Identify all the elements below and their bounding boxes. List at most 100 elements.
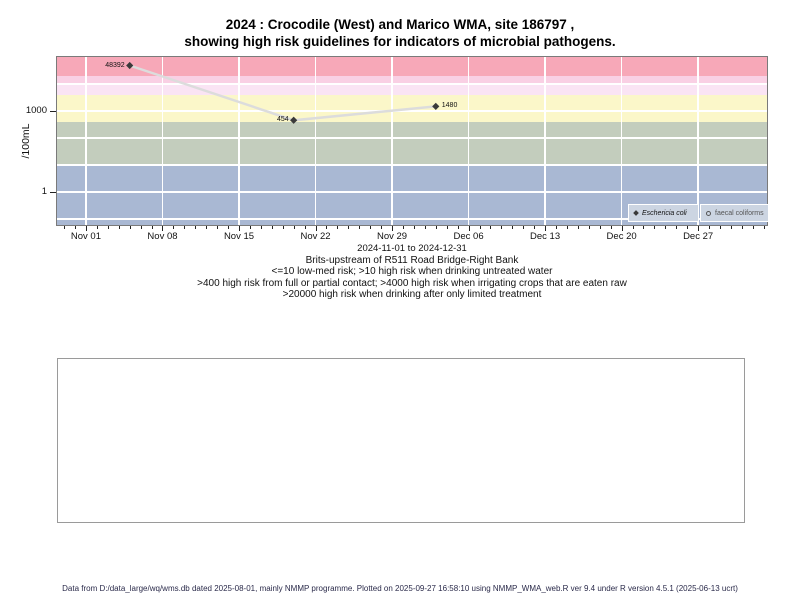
x-axis-minor-tick xyxy=(107,226,109,229)
horizontal-gridline xyxy=(57,191,767,193)
horizontal-gridline xyxy=(57,164,767,166)
x-axis-minor-tick xyxy=(665,226,667,229)
x-axis-minor-tick xyxy=(599,226,601,229)
x-axis-major-tick xyxy=(392,226,394,231)
x-axis-minor-tick xyxy=(643,226,645,229)
x-axis-minor-tick xyxy=(413,226,415,229)
x-axis-minor-tick xyxy=(501,226,503,229)
data-point-label: 48392 xyxy=(105,61,125,69)
x-axis-minor-tick xyxy=(118,226,120,229)
x-axis-major-tick xyxy=(545,226,547,231)
x-axis-minor-tick xyxy=(282,226,284,229)
x-axis-minor-tick xyxy=(249,226,251,229)
series-line xyxy=(129,64,436,122)
x-axis-minor-tick xyxy=(763,226,765,229)
horizontal-gridline xyxy=(57,218,767,220)
risk-band-4000-10000 xyxy=(57,84,767,95)
vertical-gridline xyxy=(620,57,623,225)
x-axis-minor-tick xyxy=(326,226,328,229)
ecoli-series xyxy=(126,61,440,124)
vertical-gridline xyxy=(391,57,393,225)
x-axis-minor-tick xyxy=(424,226,426,229)
chart-title: 2024 : Crocodile (West) and Marico WMA, … xyxy=(0,17,800,50)
x-axis-minor-tick xyxy=(64,226,66,229)
y-axis-tick-label: 1000 xyxy=(25,105,47,116)
x-axis-minor-tick xyxy=(676,226,678,229)
x-axis-minor-tick xyxy=(184,226,186,229)
risk-band-10-400 xyxy=(57,121,767,165)
x-axis-major-tick xyxy=(468,226,470,231)
y-axis-label: /100mL xyxy=(20,123,32,159)
risk-band-10000-20000 xyxy=(57,75,767,84)
x-axis-minor-tick xyxy=(752,226,754,229)
x-axis-minor-tick xyxy=(490,226,492,229)
x-axis-minor-tick xyxy=(228,226,230,229)
x-axis-minor-tick xyxy=(654,226,656,229)
x-axis-minor-tick xyxy=(140,226,142,229)
x-axis-label: 2024-11-01 to 2024-12-31 xyxy=(357,243,467,254)
x-axis-major-tick xyxy=(698,226,700,231)
x-axis-tick-label: Dec 20 xyxy=(606,231,637,242)
x-axis-minor-tick xyxy=(304,226,306,229)
horizontal-gridline xyxy=(57,83,767,85)
vertical-gridline xyxy=(161,57,164,225)
chart-captions: Brits-upstream of R511 Road Bridge-Right… xyxy=(57,255,767,300)
vertical-gridline xyxy=(544,57,546,225)
x-axis-minor-tick xyxy=(512,226,514,229)
x-axis-minor-tick xyxy=(446,226,448,229)
filled-diamond-icon xyxy=(633,210,639,216)
x-axis-minor-tick xyxy=(457,226,459,229)
y-axis-tick xyxy=(50,110,56,112)
x-axis-minor-tick xyxy=(741,226,743,229)
x-axis-tick-label: Dec 06 xyxy=(453,231,484,242)
legend-label-ecoli: Eschericia coli xyxy=(642,209,687,217)
data-point-label: 1480 xyxy=(441,102,458,110)
x-axis-major-tick xyxy=(162,226,164,231)
x-axis-minor-tick xyxy=(632,226,634,229)
x-axis-minor-tick xyxy=(195,226,197,229)
vertical-gridline xyxy=(314,57,317,225)
x-axis-minor-tick xyxy=(370,226,372,229)
legend-item-faecal-coliforms: faecal coliforms xyxy=(700,204,769,222)
x-axis-minor-tick xyxy=(730,226,732,229)
plot-area: 48392 454 1480 xyxy=(57,57,767,225)
x-axis-minor-tick xyxy=(479,226,481,229)
x-axis-minor-tick xyxy=(534,226,536,229)
chart-title-line-1: 2024 : Crocodile (West) and Marico WMA, … xyxy=(225,17,575,32)
chart-title-line-2: showing high risk guidelines for indicat… xyxy=(184,33,616,49)
x-axis-minor-tick xyxy=(577,226,579,229)
x-axis-major-tick xyxy=(621,226,623,231)
x-axis-tick-label: Nov 15 xyxy=(223,231,255,242)
x-axis-minor-tick xyxy=(381,226,383,229)
x-axis-major-tick xyxy=(85,226,87,231)
x-axis-tick-label: Nov 08 xyxy=(147,231,178,242)
footer-note: Data from D:/data_large/wq/wms.db dated … xyxy=(62,584,738,593)
x-axis-minor-tick xyxy=(96,226,98,229)
x-axis-minor-tick xyxy=(75,226,77,229)
x-axis-major-tick xyxy=(239,226,240,231)
x-axis-minor-tick xyxy=(151,226,153,229)
horizontal-gridline xyxy=(57,110,767,112)
x-axis-minor-tick xyxy=(271,226,273,229)
vertical-gridline xyxy=(467,57,470,225)
x-axis-minor-tick xyxy=(337,226,339,229)
x-axis-tick-label: Nov 22 xyxy=(300,231,331,242)
x-axis-minor-tick xyxy=(566,226,568,229)
x-axis-minor-tick xyxy=(293,226,295,229)
x-axis-minor-tick xyxy=(217,226,219,229)
empty-panel xyxy=(57,358,745,523)
x-axis-minor-tick xyxy=(206,226,208,229)
microbial-levels-chart: 48392 454 1480 /100mL 2024-11-01 to 2024-1… xyxy=(20,56,769,254)
x-axis-minor-tick xyxy=(719,226,721,229)
chart-legend: Eschericia coli faecal coliforms xyxy=(628,204,769,222)
x-axis-minor-tick xyxy=(610,226,612,229)
data-point-marker xyxy=(126,61,134,70)
x-axis-minor-tick xyxy=(260,226,262,229)
x-axis-tick-label: Dec 27 xyxy=(683,231,714,242)
data-point-marker xyxy=(432,102,440,111)
risk-guideline-line-2: >400 high risk from full or partial cont… xyxy=(197,277,627,289)
x-axis-minor-tick xyxy=(523,226,525,229)
x-axis-major-tick xyxy=(315,226,317,231)
x-axis-minor-tick xyxy=(709,226,711,229)
